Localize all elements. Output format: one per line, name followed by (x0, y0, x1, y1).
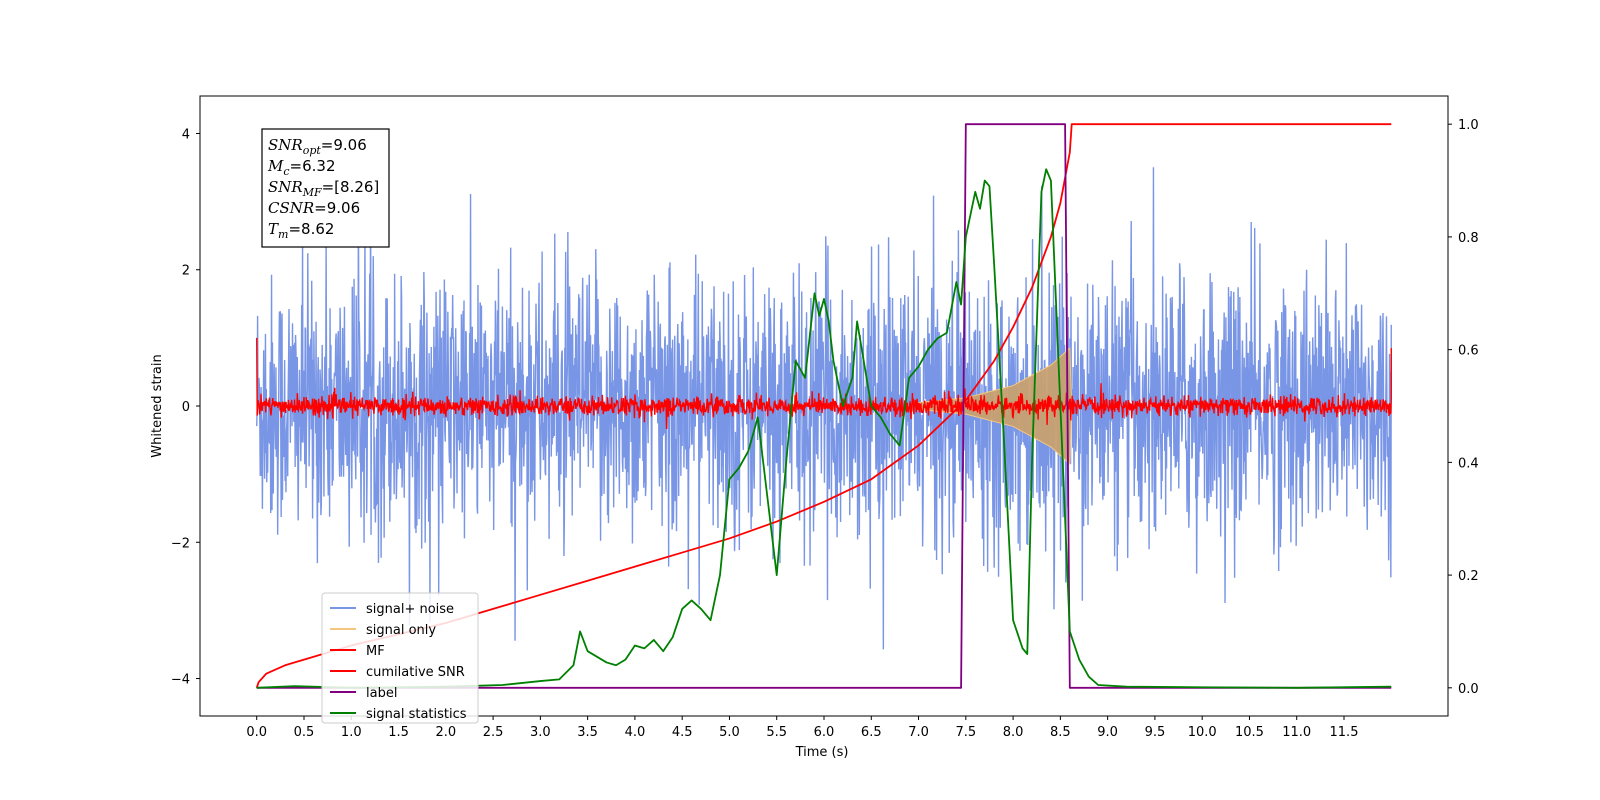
x-tick-label: 11.0 (1282, 725, 1311, 740)
x-tick-label: 1.5 (388, 725, 409, 740)
y2-tick-label: 0.6 (1458, 344, 1479, 359)
x-tick-label: 5.5 (766, 725, 787, 740)
x-tick-label: 8.5 (1050, 725, 1071, 740)
y2-tick-label: 0.8 (1458, 231, 1479, 246)
x-tick-label: 6.5 (861, 725, 882, 740)
y2-tick-label: 1.0 (1458, 118, 1479, 133)
y2-tick-label: 0.2 (1458, 569, 1479, 584)
annotation-line: CSNR=9.06 (268, 199, 360, 217)
y-axis-title: Whitened strain (150, 354, 165, 457)
x-axis: 0.0 0.5 1.0 1.5 2.0 2.5 3.0 3.5 4.0 4.5 5.0 5.5 6.0 6… (246, 716, 1358, 740)
x-tick-label: 4.5 (672, 725, 693, 740)
annotation-line: Tm=8.62 (268, 220, 334, 241)
legend-label: signal+ noise (366, 602, 454, 617)
legend: signal+ noise signal only MF cumilative SNR… (321, 592, 479, 724)
x-tick-label: 1.0 (341, 725, 362, 740)
x-tick-label: 7.0 (908, 725, 929, 740)
series-signal-statistics (256, 168, 1392, 689)
legend-label: cumilative SNR (366, 665, 465, 680)
x-tick-label: 9.5 (1145, 725, 1166, 740)
legend-label: signal only (366, 623, 436, 638)
annotation-line: SNRopt=9.06 (268, 136, 367, 157)
x-tick-label: 10.5 (1235, 725, 1264, 740)
x-tick-label: 4.0 (625, 725, 646, 740)
legend-label: signal statistics (366, 707, 467, 722)
x-tick-label: 5.0 (719, 725, 740, 740)
series-label (256, 123, 1392, 689)
x-axis-title: Time (s) (795, 745, 849, 760)
legend-label: MF (366, 644, 385, 659)
y2-tick-label: 0.4 (1458, 456, 1479, 471)
x-tick-label: 10.0 (1188, 725, 1217, 740)
x-tick-label: 3.5 (577, 725, 598, 740)
x-tick-label: 0.0 (246, 725, 267, 740)
y-tick-label: 2 (182, 264, 190, 279)
legend-label: label (366, 686, 397, 701)
annotation-line: Mc=6.32 (267, 157, 336, 178)
y-tick-label: 0 (182, 400, 190, 415)
annotation-line: SNRMF=[8.26] (268, 178, 379, 199)
x-tick-label: 9.0 (1097, 725, 1118, 740)
series-mf (256, 337, 1392, 430)
x-tick-label: 3.0 (530, 725, 551, 740)
x-tick-label: 8.0 (1003, 725, 1024, 740)
x-tick-label: 7.5 (955, 725, 976, 740)
y-axis-right: 0.0 0.2 0.4 0.6 0.8 1.0 (1448, 118, 1479, 697)
y-axis-left: −4 −2 0 2 4 (171, 127, 200, 688)
x-tick-label: 11.5 (1330, 725, 1359, 740)
series-signal-noise (256, 159, 1392, 650)
x-tick-label: 2.0 (435, 725, 456, 740)
x-tick-label: 0.5 (294, 725, 315, 740)
x-tick-label: 2.5 (483, 725, 504, 740)
y-tick-label: 4 (182, 127, 190, 142)
x-tick-label: 6.0 (814, 725, 835, 740)
y-tick-label: −2 (171, 536, 190, 551)
y-tick-label: −4 (171, 673, 190, 688)
y2-tick-label: 0.0 (1458, 682, 1479, 697)
